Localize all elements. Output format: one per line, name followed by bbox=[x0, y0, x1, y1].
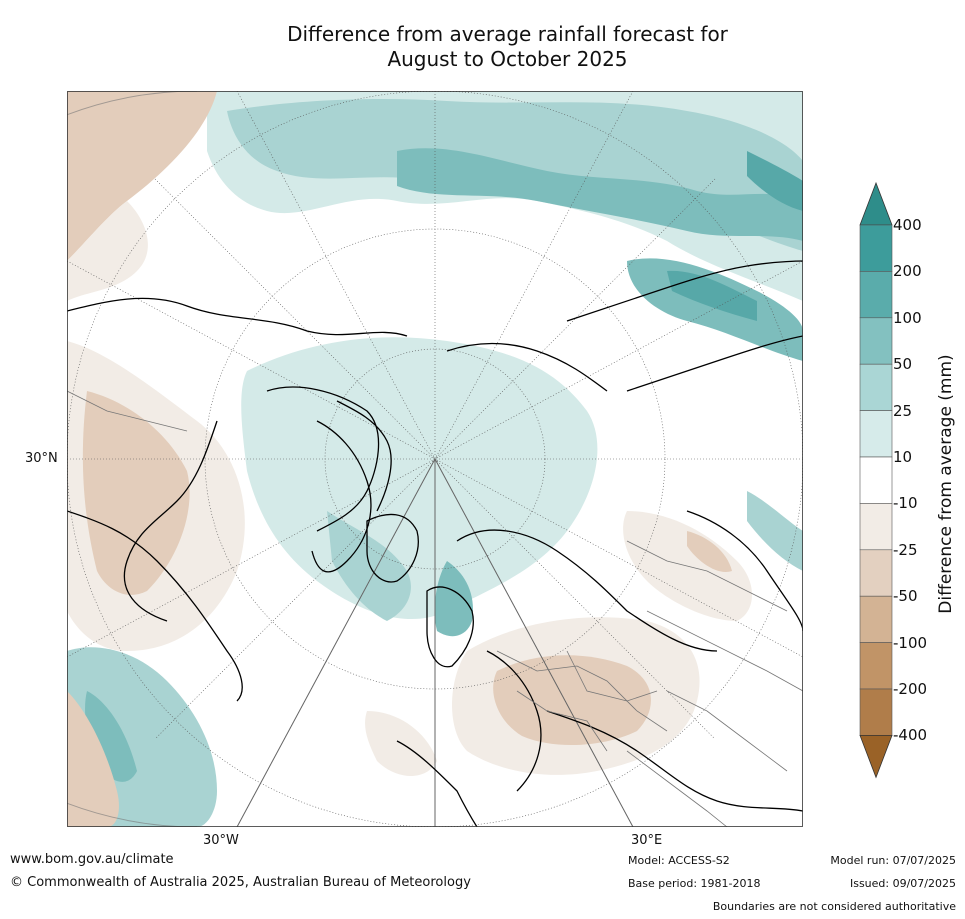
colorbar-tick-label: -10 bbox=[893, 494, 918, 513]
dry-region-north-america-mid bbox=[82, 391, 190, 595]
footer-base-period: Base period: 1981-2018 bbox=[628, 877, 761, 890]
wet-region-arctic bbox=[241, 337, 598, 620]
colorbar-cell bbox=[859, 363, 893, 411]
wet-region-east-asia bbox=[747, 491, 803, 571]
colorbar-tick-label: 25 bbox=[893, 401, 913, 420]
footer-copyright: © Commonwealth of Australia 2025, Austra… bbox=[10, 875, 471, 890]
wet-region-greenland-sea bbox=[327, 511, 411, 621]
dry-region-sw-corner bbox=[67, 691, 119, 827]
dry-region-nw-light bbox=[67, 201, 148, 301]
colorbar-cell bbox=[859, 456, 893, 504]
colorbar-cell bbox=[859, 224, 893, 272]
dry-region-europe-mid bbox=[493, 655, 651, 746]
rainfall-anomaly-map bbox=[67, 91, 803, 827]
colorbar-tick-label: -50 bbox=[893, 587, 918, 606]
colorbar-tick-label: 100 bbox=[893, 308, 922, 327]
title-line-1: Difference from average rainfall forecas… bbox=[287, 22, 728, 46]
colorbar-tick-label: 400 bbox=[893, 216, 922, 234]
chart-title: Difference from average rainfall forecas… bbox=[0, 22, 965, 72]
wet-region-northeast bbox=[747, 151, 803, 211]
colorbar-tick-label: -200 bbox=[893, 680, 928, 698]
footer-disclaimer: Boundaries are not considered authoritat… bbox=[712, 900, 956, 913]
colorbar-cell bbox=[859, 271, 893, 319]
colorbar-cell bbox=[859, 317, 893, 365]
wet-region-norway bbox=[434, 561, 473, 637]
dry-region-nw bbox=[67, 91, 217, 261]
wet-region-pacific-strong bbox=[397, 148, 803, 241]
colorbar-tick-label: -100 bbox=[893, 633, 928, 652]
colorbar-extend-top bbox=[859, 181, 893, 226]
label-lon-30w: 30°W bbox=[203, 833, 239, 848]
meridian-30w bbox=[236, 458, 436, 827]
dry-region-asia-patch bbox=[687, 531, 732, 572]
colorbar-cell bbox=[859, 503, 893, 551]
footer-issued: Issued: 09/07/2025 bbox=[849, 877, 956, 890]
label-lon-30e: 30°E bbox=[631, 833, 663, 848]
label-lat-30n: 30°N bbox=[25, 451, 58, 466]
wet-region-siberia-strong bbox=[667, 270, 757, 321]
meridian-30e bbox=[434, 458, 634, 827]
colorbar bbox=[859, 181, 893, 779]
coastlines bbox=[67, 260, 803, 827]
colorbar-tick-label: 10 bbox=[893, 448, 913, 466]
colorbar-cell bbox=[859, 688, 893, 736]
colorbar-cell bbox=[859, 642, 893, 690]
colorbar-tick-label: -25 bbox=[893, 540, 918, 559]
country-borders bbox=[67, 390, 803, 827]
colorbar-cell bbox=[859, 549, 893, 597]
title-line-2: August to October 2025 bbox=[387, 47, 628, 71]
colorbar-tick-label: 50 bbox=[893, 355, 913, 374]
colorbar-cell bbox=[859, 595, 893, 643]
colorbar-tick-label: -400 bbox=[893, 726, 928, 745]
colorbar-tick-label: 200 bbox=[893, 262, 922, 281]
colorbar-title: Difference from average (mm) bbox=[936, 354, 956, 614]
footer-model-run: Model run: 07/07/2025 bbox=[830, 854, 956, 867]
colorbar-cell bbox=[859, 410, 893, 458]
footer-model: Model: ACCESS-S2 bbox=[628, 854, 730, 867]
colorbar-extend-bottom bbox=[859, 735, 893, 779]
footer-url[interactable]: www.bom.gov.au/climate bbox=[10, 852, 174, 867]
